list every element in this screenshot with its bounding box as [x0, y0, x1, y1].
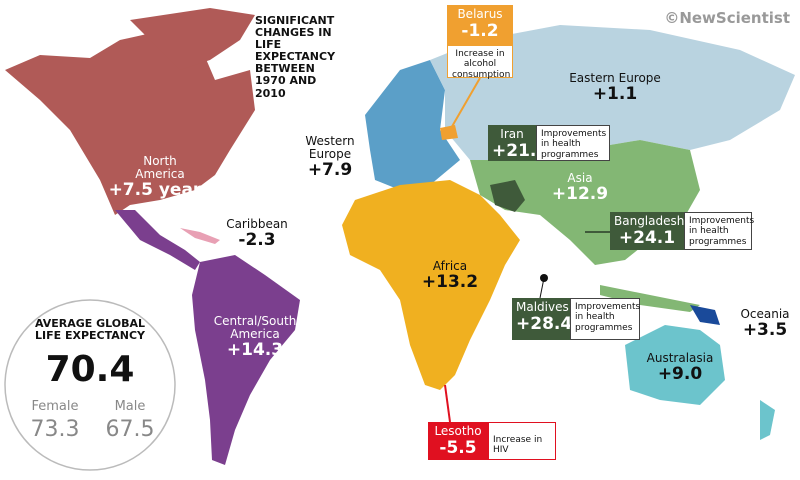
region-change: +3.5 — [742, 320, 788, 341]
region-label: Australasia +9.0 — [640, 351, 720, 385]
callout-name: Belarus — [457, 7, 503, 21]
callout-note: Increase in HIV — [488, 422, 556, 460]
region-label: Asia +12.9 — [550, 171, 610, 205]
iran — [490, 180, 525, 212]
region-name: Asia — [567, 171, 593, 185]
indonesia — [600, 285, 700, 312]
region-change: +1.1 — [592, 84, 638, 105]
callout: Bangladesh +24.1 — [610, 212, 684, 250]
region-name: Central/South America — [213, 314, 297, 342]
global-value: 70.4 — [45, 349, 135, 390]
callout-change: +28.4 — [516, 313, 573, 334]
pointer — [539, 277, 545, 299]
caribbean — [180, 228, 220, 244]
region-change: +9.0 — [657, 364, 703, 385]
global-title: AVERAGE GLOBAL LIFE EXPECTANCY — [34, 317, 146, 343]
north-america — [5, 30, 255, 215]
callout: Lesotho -5.5 — [428, 422, 488, 460]
region-change: +14.3 — [226, 340, 284, 361]
pointer — [444, 384, 451, 423]
region-label: Western Europe +7.9 — [300, 134, 360, 181]
greenland — [130, 8, 255, 70]
region-change: +7.9 — [307, 160, 353, 181]
region-change: +12.9 — [551, 184, 609, 205]
callout-name: Bangladesh — [614, 214, 685, 228]
female-label: Female — [31, 399, 79, 414]
region-label: Caribbean -2.3 — [222, 217, 292, 251]
region-name: Australasia — [646, 351, 714, 365]
region-name: Oceania — [740, 307, 790, 321]
female-value: 73.3 — [30, 417, 80, 442]
region-name: Caribbean — [226, 217, 288, 231]
credit: ©NewScientist — [664, 9, 790, 27]
callout-name: Lesotho — [434, 424, 482, 438]
region-label: Eastern Europe +1.1 — [565, 71, 665, 105]
region-label: Africa +13.2 — [420, 259, 480, 293]
region-change: +7.5 years — [108, 180, 212, 201]
callout-change: -5.5 — [439, 437, 477, 458]
region-name: Western Europe — [305, 134, 355, 162]
callout: Maldives +28.4 — [512, 298, 573, 340]
callout-note: Improvements in health programmes — [536, 125, 610, 161]
callout-note: Improvements in health programmes — [570, 298, 640, 340]
south-america — [192, 255, 300, 465]
western-europe — [365, 60, 460, 190]
africa — [342, 180, 520, 390]
callout-name: Iran — [500, 127, 524, 141]
region-label: North America +7.5 years — [105, 154, 215, 201]
new-zealand — [760, 400, 775, 440]
male-label: Male — [114, 399, 146, 414]
png — [690, 305, 720, 325]
region-name: North America — [135, 154, 185, 182]
australia — [625, 325, 725, 405]
region-change: +13.2 — [421, 272, 479, 293]
region-name: Africa — [432, 259, 468, 273]
callout: Iran +21.3 — [488, 125, 549, 161]
callout-note: Increase in alcohol consumption — [447, 45, 513, 80]
title: SIGNIFICANT CHANGES IN LIFE EXPECTANCY B… — [255, 14, 336, 100]
callout-change: +24.1 — [618, 227, 676, 248]
region-change: -2.3 — [238, 230, 276, 251]
belarus — [440, 125, 458, 140]
region-label: Central/South America +14.3 — [210, 314, 300, 361]
male-value: 67.5 — [105, 417, 155, 442]
region-label: Oceania +3.5 — [735, 307, 795, 341]
callout-change: -1.2 — [461, 20, 499, 41]
callout: Belarus -1.2 — [447, 5, 513, 45]
region-name: Eastern Europe — [569, 71, 661, 85]
callout-change: +21.3 — [492, 140, 549, 161]
pointer — [449, 77, 481, 131]
central-america — [115, 210, 200, 270]
callout-name: Maldives — [516, 300, 569, 314]
global-circle — [4, 299, 176, 471]
callout-note: Improvements in health programmes — [684, 212, 754, 250]
